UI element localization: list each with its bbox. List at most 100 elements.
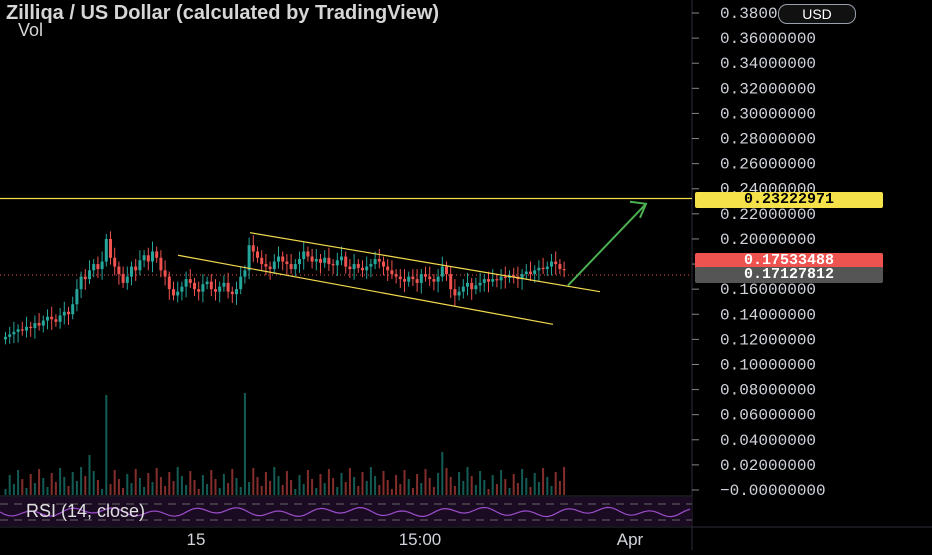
- candle-body: [428, 276, 432, 280]
- volume-bar: [185, 485, 188, 495]
- candle-body: [37, 323, 41, 326]
- volume-bar: [105, 395, 108, 495]
- volume-bar: [176, 467, 179, 495]
- volume-bar: [445, 468, 448, 495]
- price-tick-label: 0.22000000: [720, 206, 816, 224]
- volume-bar: [180, 476, 183, 495]
- candle-body: [62, 311, 66, 316]
- candle-body: [8, 334, 12, 337]
- candle-body: [314, 259, 318, 262]
- volume-bar: [235, 478, 238, 495]
- candle-body: [453, 289, 457, 296]
- volume-bar: [500, 470, 503, 495]
- candle-body: [520, 274, 524, 280]
- candle-body: [256, 251, 259, 258]
- volume-bar: [437, 473, 440, 495]
- candle-body: [184, 279, 188, 287]
- candle-body: [29, 326, 33, 329]
- volume-bar: [298, 475, 301, 495]
- volume-bar: [453, 486, 456, 495]
- candle-body: [512, 275, 516, 277]
- volume-bar: [164, 486, 167, 495]
- volume-bar: [361, 472, 364, 495]
- candle-body: [403, 279, 406, 282]
- candle-body: [306, 251, 310, 257]
- price-tick-label: 0.02000000: [720, 457, 816, 475]
- volume-bar: [386, 480, 389, 495]
- candle-body: [54, 319, 58, 322]
- rsi-line: [0, 506, 691, 518]
- volume-bar: [432, 487, 435, 495]
- candle-body: [151, 251, 154, 262]
- candle-body: [100, 261, 104, 270]
- volume-bar: [344, 482, 347, 495]
- candle-body: [348, 266, 352, 270]
- candle-body: [386, 266, 390, 271]
- volume-bar: [277, 476, 280, 495]
- volume-bar: [483, 480, 486, 495]
- time-tick-label: 15:00: [399, 530, 442, 549]
- candle-body: [285, 261, 289, 265]
- volume-bar: [248, 482, 251, 495]
- volume-bar: [96, 480, 99, 495]
- candle-body: [92, 264, 96, 271]
- candle-body: [117, 266, 121, 275]
- candle-body: [302, 251, 306, 260]
- candle-body: [83, 276, 87, 280]
- volume-bar: [411, 488, 414, 495]
- volume-bar: [281, 485, 284, 495]
- candle-body: [88, 270, 91, 280]
- volume-bar: [428, 478, 431, 495]
- candle-body: [373, 259, 377, 265]
- volume-bar: [172, 481, 175, 495]
- volume-bar: [134, 469, 137, 495]
- candle-body: [503, 276, 507, 278]
- last-price-tag: 0.17533488: [695, 253, 883, 269]
- volume-bar: [470, 476, 473, 495]
- volume-bar: [239, 487, 242, 495]
- volume-bar: [155, 468, 158, 495]
- candle-body: [293, 264, 297, 270]
- candle-body: [50, 316, 54, 320]
- volume-bar: [17, 470, 20, 495]
- volume-bar: [147, 473, 150, 495]
- volume-bar: [25, 488, 28, 495]
- volume-bar: [462, 481, 465, 495]
- candle-body: [537, 267, 541, 271]
- volume-bar: [353, 477, 356, 495]
- volume-bar: [126, 474, 129, 495]
- candle-body: [298, 259, 301, 265]
- candle-body: [226, 282, 230, 292]
- volume-bar: [306, 470, 309, 495]
- arrow-line: [567, 203, 647, 287]
- candle-body: [205, 281, 209, 285]
- candle-body: [134, 266, 138, 271]
- candle-body: [155, 251, 159, 258]
- volume-bar: [529, 487, 532, 495]
- volume-bar: [302, 484, 305, 495]
- candle-body: [113, 257, 117, 267]
- candle-body: [159, 257, 163, 271]
- volume-bar: [138, 478, 141, 495]
- volume-bar: [407, 479, 410, 495]
- volume-bar: [38, 469, 41, 495]
- volume-bar: [558, 481, 561, 495]
- currency-badge[interactable]: USD: [778, 4, 856, 24]
- candle-body: [239, 276, 243, 290]
- volume-bar: [336, 487, 339, 495]
- candle-body: [251, 245, 255, 252]
- candle-body: [138, 260, 142, 271]
- candle-body: [499, 276, 503, 281]
- volume-bar: [332, 478, 335, 495]
- candle-body: [163, 270, 167, 277]
- volume-bar: [29, 474, 32, 495]
- candle-body: [382, 261, 385, 267]
- candle-body: [188, 279, 192, 283]
- volume-bar: [88, 455, 91, 495]
- price-tick-label: 0.12000000: [720, 331, 816, 349]
- volume-bar: [143, 487, 146, 495]
- time-tick-label: 15: [187, 530, 206, 549]
- candle-body: [172, 289, 175, 296]
